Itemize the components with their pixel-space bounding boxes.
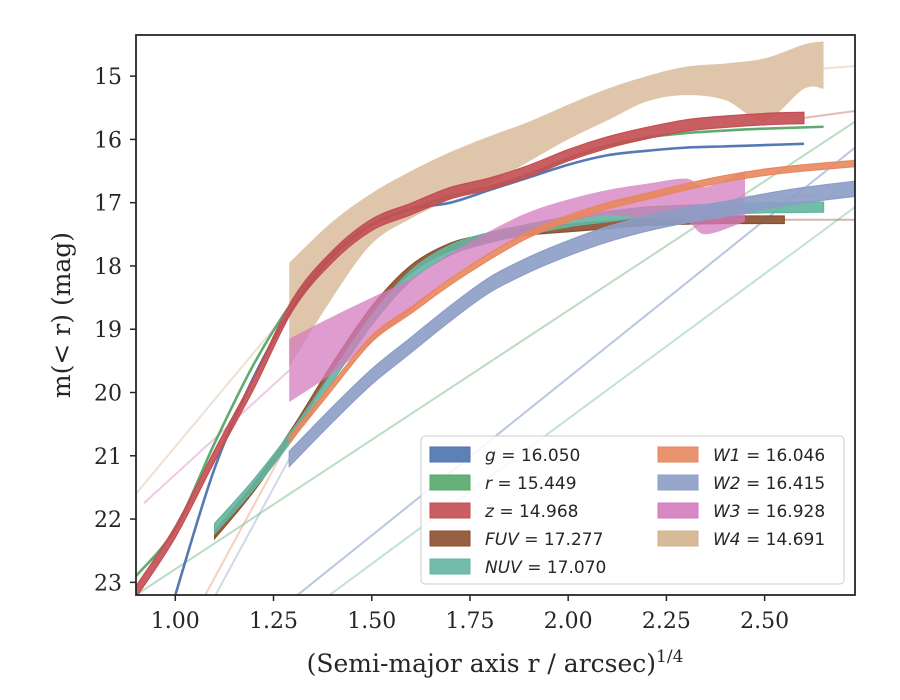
series-band-w3 [289, 171, 745, 403]
legend-label-value: = 16.050 [496, 446, 581, 466]
legend-label: z = 14.968 [484, 502, 578, 522]
legend-label-value: = 17.277 [519, 530, 604, 550]
legend-label: W2 = 16.415 [713, 474, 825, 494]
y-tick-label: 19 [94, 318, 122, 343]
legend-swatch [657, 530, 699, 547]
legend-label-variable: W3 [713, 502, 741, 522]
legend-label: g = 16.050 [485, 446, 580, 466]
x-tick-label: 2.00 [544, 609, 593, 634]
series-band-w2 [288, 180, 855, 469]
series-layer [136, 41, 855, 595]
legend-label-variable: g [485, 446, 496, 466]
series-extrapolation [204, 439, 291, 595]
legend-label: r = 15.449 [485, 474, 577, 494]
series-band-w4 [289, 41, 824, 368]
legend-label-variable: W1 [713, 446, 741, 466]
legend-swatch [429, 530, 471, 547]
y-tick-label: 18 [94, 255, 122, 280]
legend-swatch [429, 502, 471, 519]
y-axis-title: m(< r) (mag) [47, 232, 76, 398]
legend-label-variable: W2 [713, 474, 741, 494]
series-extrapolation [823, 65, 855, 70]
legend-label-variable: z [484, 502, 495, 522]
plot-frame [135, 34, 856, 596]
y-tick-label: 17 [94, 192, 122, 217]
y-axis: 15 16 17 18 19 20 21 22 23 [94, 65, 136, 596]
x-tick-label: 1.25 [249, 609, 298, 634]
y-tick-label: 22 [94, 508, 122, 533]
series-band-w1 [288, 159, 855, 445]
legend-label-value: = 15.449 [492, 474, 577, 494]
legend-label-variable: W4 [713, 530, 741, 550]
legend-label: NUV = 17.070 [485, 558, 606, 578]
legend-label-value: = 16.046 [741, 446, 826, 466]
x-tick-label: 2.25 [642, 609, 691, 634]
series-band-z [136, 111, 805, 595]
legend-swatch [429, 558, 471, 575]
legend-label: W4 = 14.691 [713, 530, 825, 550]
series-extrapolation [214, 458, 291, 595]
legend-label: FUV = 17.277 [485, 530, 603, 550]
legend-label-value: = 14.968 [494, 502, 579, 522]
legend-label: W1 = 16.046 [713, 446, 825, 466]
series-extrapolation [136, 309, 290, 495]
y-tick-label: 15 [94, 65, 122, 90]
x-axis-title-superscript: 1/4 [656, 647, 683, 667]
legend-label: W3 = 16.928 [713, 502, 825, 522]
legend-label-variable: FUV [485, 530, 520, 550]
y-tick-label: 20 [94, 382, 122, 407]
legend-swatch [657, 474, 699, 491]
legend-swatch [429, 474, 471, 491]
legend-label-value: = 16.928 [741, 502, 826, 522]
x-axis-title: (Semi-major axis r / arcsec)1/4 [307, 647, 684, 678]
legend-label-value: = 14.691 [741, 530, 826, 550]
x-axis-title-main: (Semi-major axis r / arcsec) [307, 649, 656, 678]
legend-frame [420, 435, 845, 585]
x-tick-label: 2.50 [740, 609, 789, 634]
x-tick-label: 1.00 [151, 609, 200, 634]
x-tick-label: 1.50 [347, 609, 396, 634]
legend-swatch [657, 502, 699, 519]
y-tick-label: 23 [94, 571, 122, 596]
legend-swatch [657, 446, 699, 463]
legend-label-variable: NUV [485, 558, 523, 578]
y-tick-label: 16 [94, 128, 122, 153]
series-extrapolation [803, 109, 855, 119]
y-tick-label: 21 [94, 445, 122, 470]
legend-label-value: = 16.415 [741, 474, 826, 494]
series-extrapolation [295, 146, 855, 595]
legend-label-value: = 17.070 [522, 558, 607, 578]
x-axis: 1.00 1.25 1.50 1.75 2.00 2.25 2.50 [151, 595, 789, 634]
legend-swatch [429, 446, 471, 463]
x-tick-label: 1.75 [445, 609, 494, 634]
legend-label-variable: r [485, 474, 493, 494]
